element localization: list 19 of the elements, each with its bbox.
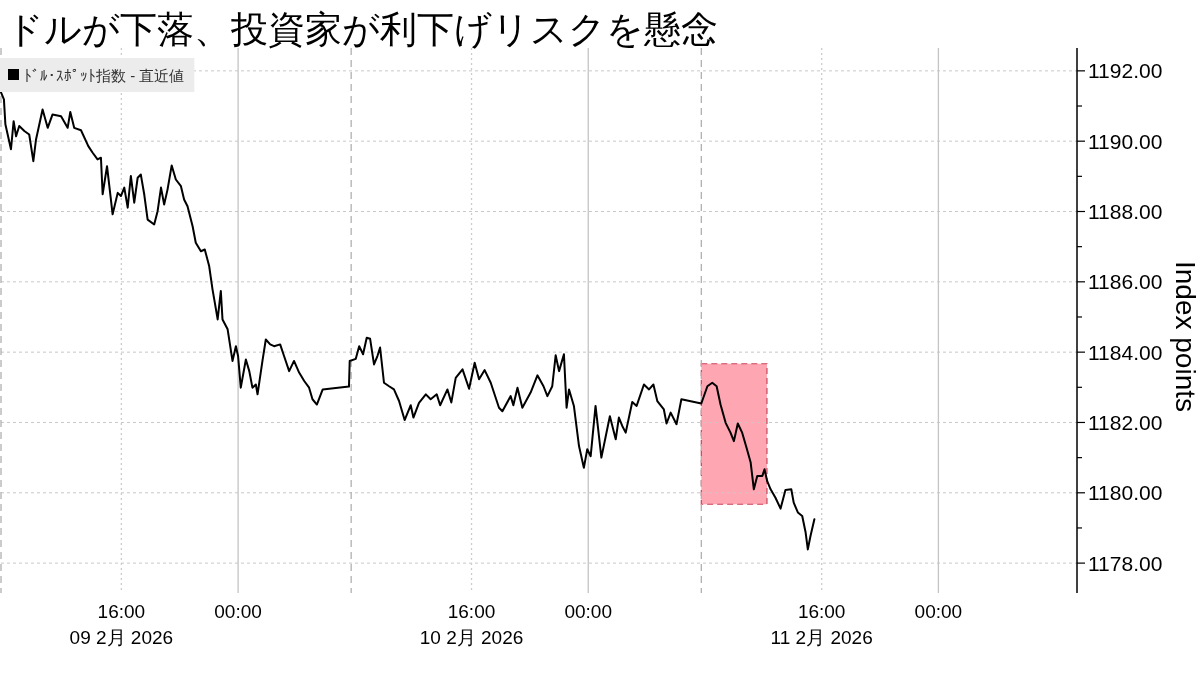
y-tick-label: 1188.00 — [1088, 200, 1163, 223]
y-tick-label: 1184.00 — [1088, 340, 1163, 364]
y-axis-title: Index points — [1170, 261, 1200, 412]
y-tick-label: 1186.00 — [1088, 270, 1163, 294]
y-tick-label: 1180.00 — [1088, 481, 1163, 505]
chart-title: ドルが下落、投資家が利下げリスクを懸念 — [6, 9, 718, 50]
x-tick-label: 00:00 — [564, 601, 613, 622]
line-series — [0, 91, 816, 551]
y-tick-label: 1192.00 — [1088, 59, 1163, 83]
y-tick-label: 1190.00 — [1088, 129, 1163, 153]
y-tick-label: 1182.00 — [1088, 410, 1163, 434]
y-tick-label: 1178.00 — [1088, 551, 1163, 575]
x-tick-label: 16:00 11 2月 2026 — [770, 601, 873, 648]
x-tick-label: 16:00 10 2月 2026 — [419, 601, 524, 648]
legend: ﾄﾞﾙ･ｽﾎﾟｯﾄ指数 - 直近値 — [0, 58, 195, 92]
x-tick-label: 00:00 — [914, 601, 963, 622]
x-tick-label: 16:00 09 2月 2026 — [69, 601, 174, 648]
legend-label: ﾄﾞﾙ･ｽﾎﾟｯﾄ指数 - 直近値 — [24, 66, 185, 84]
x-tick-label: 00:00 — [214, 601, 262, 622]
